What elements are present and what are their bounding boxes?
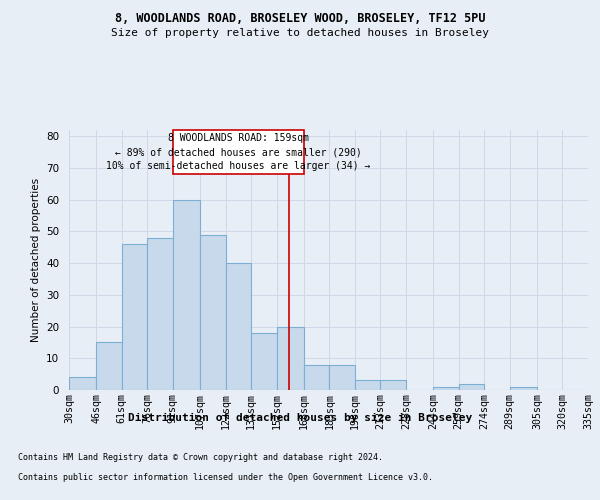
Bar (355, 380, 380, 390)
Bar (147, 238, 173, 390)
Y-axis label: Number of detached properties: Number of detached properties (31, 178, 41, 342)
Bar (251, 333, 277, 390)
Bar (226, 263, 251, 390)
Text: Contains public sector information licensed under the Open Government Licence v3: Contains public sector information licen… (18, 472, 433, 482)
Text: 8, WOODLANDS ROAD, BROSELEY WOOD, BROSELEY, TF12 5PU: 8, WOODLANDS ROAD, BROSELEY WOOD, BROSEL… (115, 12, 485, 26)
Text: Size of property relative to detached houses in Broseley: Size of property relative to detached ho… (111, 28, 489, 38)
Bar (122, 244, 147, 390)
Bar (304, 364, 329, 390)
Bar (277, 326, 304, 390)
Text: Distribution of detached houses by size in Broseley: Distribution of detached houses by size … (128, 412, 472, 422)
Bar (433, 387, 458, 390)
FancyBboxPatch shape (173, 130, 304, 174)
Bar (69, 378, 96, 390)
Bar (200, 234, 226, 390)
Bar (329, 364, 355, 390)
Bar (458, 384, 484, 390)
Bar (173, 200, 200, 390)
Bar (380, 380, 406, 390)
Text: 8 WOODLANDS ROAD: 159sqm
← 89% of detached houses are smaller (290)
10% of semi-: 8 WOODLANDS ROAD: 159sqm ← 89% of detach… (106, 133, 371, 171)
Bar (510, 387, 537, 390)
Text: Contains HM Land Registry data © Crown copyright and database right 2024.: Contains HM Land Registry data © Crown c… (18, 452, 383, 462)
Bar (96, 342, 122, 390)
